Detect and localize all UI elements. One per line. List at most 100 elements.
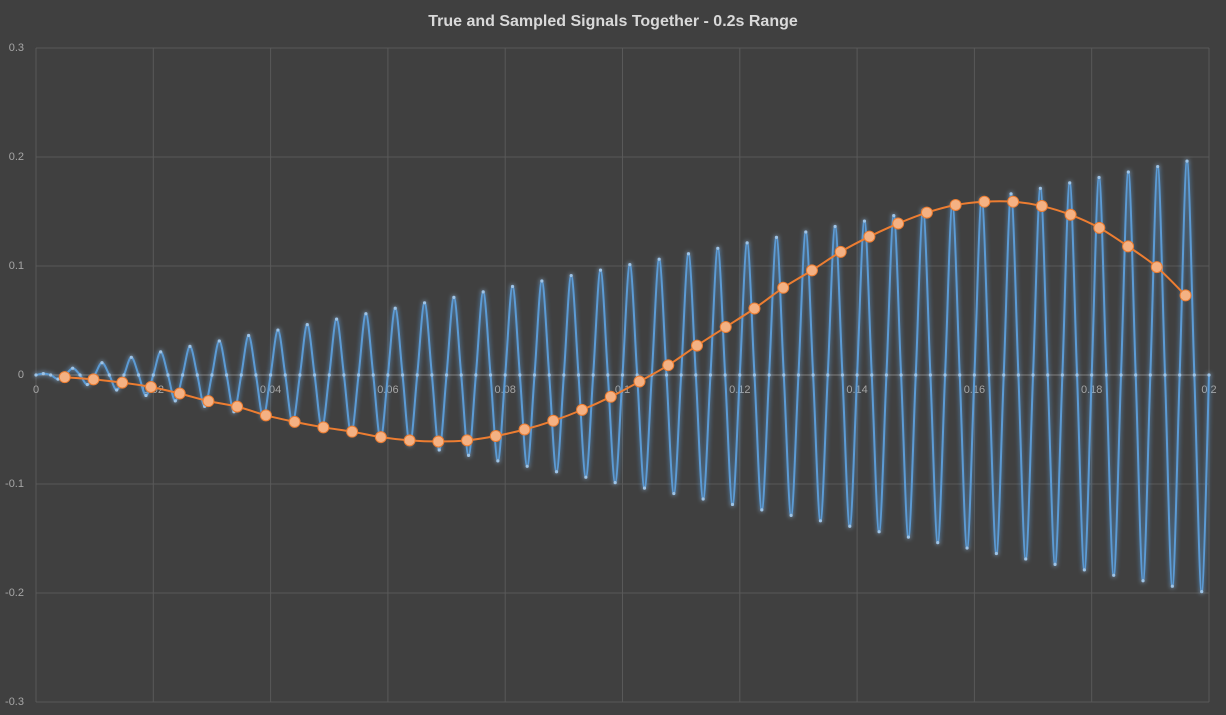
marker: [1082, 568, 1086, 572]
marker: [488, 373, 493, 377]
marker: [719, 321, 732, 334]
marker: [100, 361, 104, 365]
marker: [547, 373, 551, 377]
marker: [1156, 164, 1160, 169]
marker: [115, 388, 119, 392]
marker: [752, 373, 757, 377]
marker: [1046, 373, 1050, 377]
marker: [510, 284, 515, 289]
marker: [461, 434, 474, 447]
marker: [173, 399, 177, 403]
marker: [1179, 289, 1192, 302]
marker: [870, 373, 874, 377]
marker: [633, 375, 646, 388]
marker: [283, 373, 287, 377]
marker: [1134, 373, 1138, 377]
marker: [247, 333, 251, 338]
marker: [928, 373, 933, 377]
marker: [356, 373, 361, 377]
marker: [598, 268, 603, 272]
marker: [664, 373, 669, 377]
marker: [662, 359, 675, 372]
marker: [1068, 181, 1072, 185]
marker: [346, 425, 359, 438]
marker: [403, 434, 416, 447]
marker: [259, 409, 272, 422]
marker: [415, 373, 419, 377]
x-tick-label: 0.08: [494, 384, 515, 396]
marker: [181, 373, 185, 377]
marker: [312, 373, 317, 377]
marker: [1122, 240, 1135, 253]
marker: [269, 373, 273, 377]
marker: [972, 373, 977, 377]
marker: [342, 373, 346, 377]
marker: [1141, 579, 1145, 583]
marker: [1009, 192, 1013, 196]
marker: [452, 295, 456, 299]
marker: [994, 551, 998, 556]
marker: [1090, 373, 1094, 377]
y-tick-label: -0.2: [5, 587, 24, 599]
marker: [49, 373, 53, 377]
marker: [1060, 373, 1064, 377]
marker: [188, 344, 192, 348]
marker: [840, 373, 845, 377]
marker: [58, 371, 71, 384]
marker: [334, 317, 339, 321]
marker: [1119, 373, 1123, 377]
marker: [518, 373, 522, 377]
marker: [474, 373, 478, 377]
marker: [122, 373, 126, 377]
marker: [437, 448, 441, 452]
marker: [965, 546, 969, 550]
marker: [254, 373, 258, 377]
marker: [777, 281, 790, 294]
marker: [525, 464, 529, 468]
marker: [400, 373, 405, 377]
marker: [562, 373, 566, 377]
marker: [1207, 373, 1211, 377]
marker: [1002, 373, 1006, 377]
marker: [730, 502, 735, 507]
marker: [85, 382, 89, 387]
marker: [818, 519, 823, 523]
marker: [584, 475, 588, 479]
marker: [1053, 562, 1057, 566]
marker: [767, 373, 771, 377]
marker: [144, 380, 157, 393]
marker: [298, 373, 302, 377]
marker: [943, 373, 947, 377]
marker: [288, 415, 301, 428]
marker: [949, 198, 962, 211]
marker: [811, 373, 815, 377]
marker: [1148, 373, 1152, 377]
marker: [432, 435, 445, 448]
marker: [701, 497, 705, 501]
marker: [459, 373, 463, 377]
marker: [899, 373, 903, 377]
marker: [1112, 573, 1116, 577]
marker: [1031, 373, 1035, 377]
marker: [1192, 373, 1196, 377]
marker: [834, 245, 847, 258]
marker: [723, 373, 727, 377]
marker: [1104, 373, 1108, 377]
marker: [576, 403, 589, 416]
marker: [569, 273, 573, 278]
marker: [987, 373, 991, 377]
marker: [239, 373, 243, 377]
y-tick-label: 0.1: [9, 260, 24, 272]
marker: [1007, 195, 1020, 208]
marker: [34, 373, 38, 377]
marker: [686, 252, 691, 256]
marker: [833, 224, 837, 229]
marker: [532, 373, 537, 377]
marker: [863, 230, 876, 243]
chart-title: True and Sampled Signals Together - 0.2s…: [428, 13, 798, 30]
marker: [540, 279, 544, 283]
marker: [642, 486, 647, 490]
x-tick-label: 0.04: [260, 384, 281, 396]
marker: [604, 390, 617, 403]
